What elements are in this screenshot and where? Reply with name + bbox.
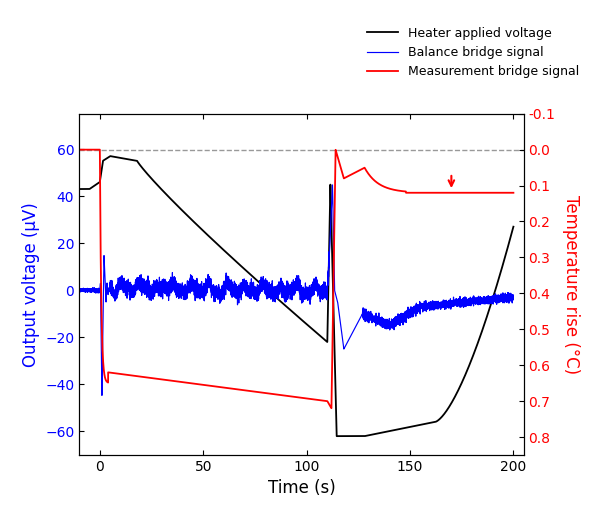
Balance bridge signal <box>487 294 494 300</box>
Y-axis label: Output voltage (μV): Output voltage (μV) <box>21 202 40 367</box>
Heater applied voltage <box>76 186 83 192</box>
Balance bridge signal <box>94 287 101 294</box>
Measurement bridge signal <box>102 375 109 381</box>
Measurement bridge signal <box>94 146 101 153</box>
Balance bridge signal <box>161 281 168 287</box>
Balance bridge signal <box>77 288 85 295</box>
Balance bridge signal <box>329 182 336 188</box>
Line: Measurement bridge signal: Measurement bridge signal <box>79 149 513 408</box>
Heater applied voltage <box>333 433 340 439</box>
Heater applied voltage <box>288 308 295 314</box>
X-axis label: Time (s): Time (s) <box>267 479 336 497</box>
Line: Balance bridge signal: Balance bridge signal <box>79 185 513 396</box>
Measurement bridge signal <box>288 393 295 400</box>
Balance bridge signal <box>288 284 295 290</box>
Legend: Heater applied voltage, Balance bridge signal, Measurement bridge signal: Heater applied voltage, Balance bridge s… <box>362 22 585 83</box>
Balance bridge signal <box>98 392 105 399</box>
Heater applied voltage <box>102 156 109 162</box>
Y-axis label: Temperature rise (°C): Temperature rise (°C) <box>563 195 580 374</box>
Heater applied voltage <box>94 181 101 187</box>
Measurement bridge signal <box>161 376 168 383</box>
Measurement bridge signal <box>328 405 335 412</box>
Balance bridge signal <box>102 279 109 285</box>
Balance bridge signal <box>510 297 517 303</box>
Measurement bridge signal <box>510 190 517 196</box>
Heater applied voltage <box>510 223 517 230</box>
Heater applied voltage <box>107 153 114 159</box>
Heater applied voltage <box>161 189 168 195</box>
Line: Heater applied voltage: Heater applied voltage <box>79 156 513 436</box>
Measurement bridge signal <box>77 146 85 153</box>
Balance bridge signal <box>76 286 83 292</box>
Measurement bridge signal <box>487 190 494 196</box>
Measurement bridge signal <box>76 146 83 153</box>
Heater applied voltage <box>487 302 494 309</box>
Heater applied voltage <box>77 186 85 192</box>
